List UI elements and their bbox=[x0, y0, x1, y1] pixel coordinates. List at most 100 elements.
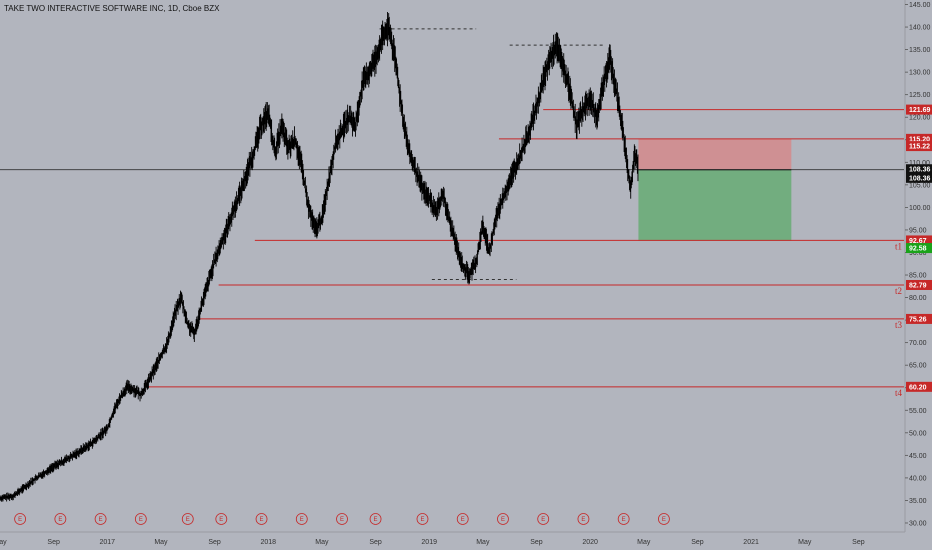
earnings-marker-label: E bbox=[58, 517, 62, 523]
earnings-marker-label: E bbox=[662, 517, 666, 523]
time-tick-label: May bbox=[315, 539, 329, 546]
level-price-badge: 121.69 bbox=[909, 107, 931, 114]
risk-reward-zones bbox=[638, 138, 792, 241]
earnings-marker-circle bbox=[255, 513, 268, 525]
time-tick-label: 2021 bbox=[743, 539, 759, 546]
earnings-marker-label: E bbox=[186, 517, 190, 523]
price-tick-label: 80.00 bbox=[909, 295, 927, 302]
earnings-marker-label: E bbox=[501, 517, 505, 523]
time-tick-label: Sep bbox=[47, 539, 60, 546]
price-tick-label: 130.00 bbox=[909, 70, 931, 77]
price-tick-label: 55.00 bbox=[909, 408, 927, 415]
price-tick-label: 85.00 bbox=[909, 273, 927, 280]
earnings-marker-circle bbox=[181, 513, 194, 525]
time-axis[interactable]: May Sep 2017 May Sep 2018 May Sep 2019 May Sep 2020… bbox=[0, 539, 865, 546]
level-price-badge-bg bbox=[906, 133, 932, 144]
target-price-badge: 92.58 bbox=[909, 246, 927, 253]
price-tick-label: 95.00 bbox=[909, 227, 927, 234]
price-tick-label: 40.00 bbox=[909, 475, 927, 482]
level-price-badge-bg bbox=[906, 279, 932, 290]
earnings-marker-label: E bbox=[300, 517, 304, 523]
level-price-badge: 92.67 bbox=[909, 238, 927, 245]
entry-price-badge-bg bbox=[906, 172, 932, 183]
price-tick-label: 90.00 bbox=[909, 250, 927, 257]
target-label: t3 bbox=[895, 320, 903, 330]
price-tick-label: 35.00 bbox=[909, 498, 927, 505]
earnings-marker-label: E bbox=[260, 517, 264, 523]
earnings-marker-circle bbox=[134, 513, 147, 525]
time-tick-label: 2017 bbox=[100, 539, 116, 546]
earnings-marker-circle bbox=[336, 513, 348, 525]
earnings-marker-label: E bbox=[541, 517, 545, 523]
price-tick-label: 125.00 bbox=[909, 92, 931, 99]
stop-loss-zone bbox=[638, 138, 792, 170]
price-series bbox=[0, 12, 639, 502]
stop-price-badge: 115.22 bbox=[909, 144, 930, 151]
time-tick-label: Sep bbox=[530, 539, 543, 546]
target-price-badge-bg bbox=[906, 243, 932, 254]
earnings-marker-label: E bbox=[139, 517, 143, 523]
price-tick-label: 105.00 bbox=[909, 182, 931, 189]
time-tick-label: May bbox=[637, 539, 651, 546]
time-tick-label: 2019 bbox=[421, 539, 437, 546]
earnings-marker-label: E bbox=[461, 517, 465, 523]
earnings-marker-circle bbox=[617, 513, 630, 525]
earnings-marker-circle bbox=[416, 513, 429, 525]
price-tick-label: 100.00 bbox=[909, 205, 931, 212]
level-price-badge: 82.79 bbox=[909, 282, 927, 289]
earnings-marker-circle bbox=[295, 513, 308, 525]
earnings-marker-circle bbox=[658, 513, 670, 525]
earnings-marker-circle bbox=[215, 513, 228, 525]
earnings-marker-circle bbox=[54, 513, 67, 525]
price-tick-label: 70.00 bbox=[909, 340, 927, 347]
time-tick-label: May bbox=[0, 539, 7, 546]
price-tick-label: 30.00 bbox=[909, 520, 927, 527]
earnings-marker-label: E bbox=[622, 517, 626, 523]
earnings-marker-circle bbox=[577, 513, 590, 525]
target-label: t4 bbox=[895, 388, 903, 398]
chart-title: TAKE TWO INTERACTIVE SOFTWARE INC, 1D, C… bbox=[4, 4, 220, 13]
earnings-marker-label: E bbox=[219, 517, 223, 523]
current-price-badge: 108.36 bbox=[909, 167, 931, 174]
earnings-marker-label: E bbox=[581, 517, 585, 523]
level-price-badge-bg bbox=[906, 313, 932, 324]
earnings-marker-label: E bbox=[420, 517, 424, 523]
price-axis[interactable]: 30.0035.0040.0045.0050.0055.0060.0065.00… bbox=[905, 2, 931, 527]
time-tick-label: Sep bbox=[852, 539, 865, 546]
level-price-badge-bg bbox=[906, 104, 932, 115]
price-tick-label: 135.00 bbox=[909, 47, 931, 54]
level-price-badge-bg bbox=[906, 235, 932, 246]
earnings-marker-circle bbox=[369, 513, 382, 525]
price-tick-label: 110.00 bbox=[909, 160, 930, 167]
current-price-badge-bg bbox=[906, 164, 932, 175]
earnings-marker-label: E bbox=[99, 517, 103, 523]
time-tick-label: 2018 bbox=[260, 539, 276, 546]
horizontal-levels bbox=[0, 109, 904, 388]
target-labels: t1 t2 t3 t4 bbox=[895, 241, 903, 397]
price-tick-label: 50.00 bbox=[909, 430, 927, 437]
earnings-marker-circle bbox=[94, 513, 107, 525]
price-badges: 121.69 115.20 92.67 82.79 75.26 60.20 115.22 92… bbox=[906, 104, 932, 392]
level-price-badge: 60.20 bbox=[909, 384, 927, 391]
target-label: t1 bbox=[895, 241, 902, 251]
time-tick-label: May bbox=[154, 539, 168, 546]
entry-price-badge: 108.36 bbox=[909, 175, 931, 182]
price-tick-label: 120.00 bbox=[909, 115, 931, 122]
price-tick-label: 145.00 bbox=[909, 2, 931, 9]
earnings-marker-circle bbox=[14, 513, 27, 525]
level-price-badge: 115.20 bbox=[909, 136, 930, 143]
price-tick-label: 45.00 bbox=[909, 453, 927, 460]
time-tick-label: 2020 bbox=[582, 539, 598, 546]
time-tick-label: May bbox=[476, 539, 490, 546]
level-price-badge: 75.26 bbox=[909, 316, 927, 323]
target-label: t2 bbox=[895, 286, 902, 296]
earnings-marker-circle bbox=[497, 513, 509, 525]
time-tick-label: May bbox=[798, 539, 812, 546]
time-tick-label: Sep bbox=[369, 539, 382, 546]
profit-target-zone bbox=[638, 169, 792, 241]
earnings-marker-label: E bbox=[18, 517, 22, 523]
price-tick-label: 65.00 bbox=[909, 363, 927, 370]
